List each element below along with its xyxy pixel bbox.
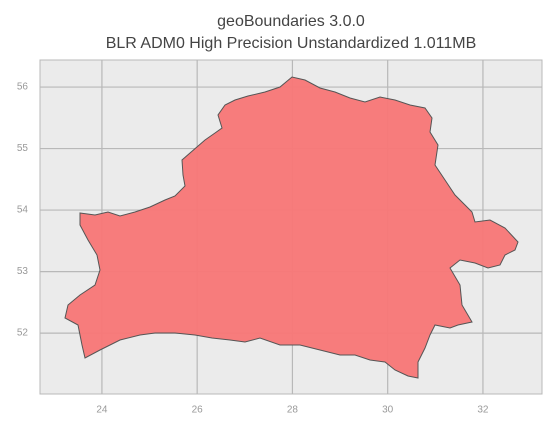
y-tick-label: 56 [17, 82, 29, 93]
country-shape [64, 76, 519, 379]
y-tick-label: 54 [17, 205, 29, 216]
x-tick-label: 28 [287, 405, 299, 416]
x-tick-label: 32 [477, 405, 489, 416]
y-tick-label: 55 [17, 143, 29, 154]
chart-title: geoBoundaries 3.0.0 [217, 13, 365, 30]
y-tick-label: 52 [17, 328, 29, 339]
x-tick-label: 26 [192, 405, 204, 416]
x-tick-label: 24 [96, 405, 108, 416]
y-tick-label: 53 [17, 266, 29, 277]
chart-subtitle: BLR ADM0 High Precision Unstandardized 1… [106, 35, 477, 52]
x-tick-label: 30 [382, 405, 394, 416]
